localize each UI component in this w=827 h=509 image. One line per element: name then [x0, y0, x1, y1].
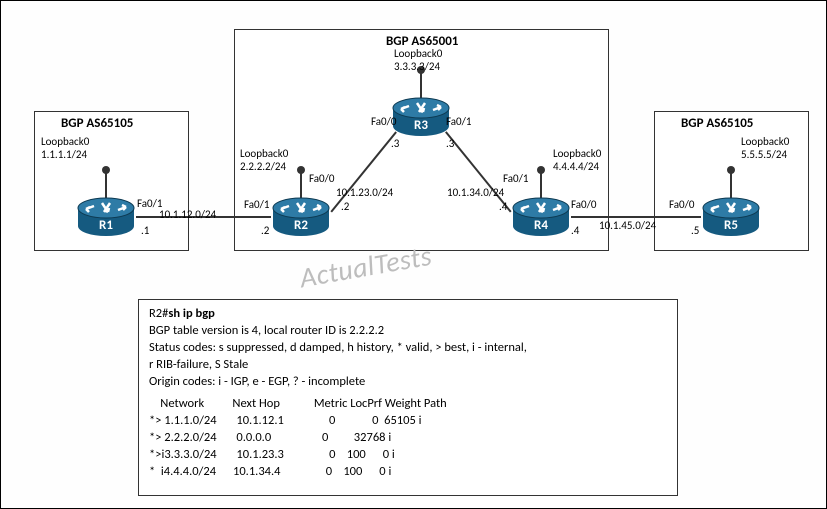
interface-label: Fa0/0: [669, 199, 694, 212]
network-link: [571, 216, 701, 218]
interface-label: .4: [499, 201, 507, 214]
cli-table-row: *> 2.2.2.0/24 0.0.0.0 0 32768 i: [149, 430, 667, 447]
interface-label: Fa0/0: [571, 199, 596, 212]
subnet-label: 10.1.45.0/24: [599, 220, 656, 233]
router-label: R4: [511, 218, 571, 233]
loopback-dot-icon: [727, 166, 735, 174]
interface-label: Fa0/1: [244, 199, 269, 212]
interface-label: .4: [571, 225, 579, 238]
cli-table-row: *> 1.1.1.0/24 10.1.12.1 0 0 65105 i: [149, 413, 667, 430]
loopback-dot-icon: [102, 166, 110, 174]
cli-line: Status codes: s suppressed, d damped, h …: [149, 340, 667, 357]
router-label: R5: [701, 218, 761, 233]
cli-line: r RIB-failure, S Stale: [149, 357, 667, 374]
cli-line: BGP table version is 4, local router ID …: [149, 323, 667, 340]
interface-label: .3: [446, 138, 454, 151]
cli-table-header: Network Next Hop Metric LocPrf Weight Pa…: [149, 396, 667, 413]
loopback-line: [420, 71, 422, 99]
interface-label: Fa0/1: [503, 173, 528, 186]
loopback-label: Loopback03.3.3.3/24: [394, 48, 442, 73]
loopback-label: Loopback04.4.4.4/24: [553, 148, 601, 173]
interface-label: Fa0/1: [137, 198, 162, 211]
loopback-line: [105, 171, 107, 199]
router-label: R2: [271, 218, 331, 233]
interface-label: .1: [141, 225, 149, 238]
loopback-line: [540, 171, 542, 199]
cli-output-box: R2#sh ip bgp BGP table version is 4, loc…: [138, 299, 678, 496]
loopback-dot-icon: [297, 166, 305, 174]
cli-table-row: *>i3.3.3.0/24 10.1.23.3 0 100 0 i: [149, 447, 667, 464]
loopback-label: Loopback02.2.2.2/24: [240, 148, 288, 173]
loopback-label: Loopback01.1.1.1/24: [41, 136, 89, 161]
cli-command: sh ip bgp: [168, 306, 214, 321]
loopback-line: [730, 171, 732, 199]
loopback-line: [300, 171, 302, 199]
cli-prompt: R2#: [149, 306, 168, 321]
subnet-label: 10.1.12.0/24: [159, 209, 216, 222]
cli-table-row: * i4.4.4.0/24 10.1.34.4 0 100 0 i: [149, 464, 667, 481]
interface-label: .2: [341, 201, 349, 214]
interface-label: Fa0/0: [309, 173, 334, 186]
loopback-label: Loopback05.5.5.5/24: [741, 136, 789, 161]
router-label: R3: [391, 118, 451, 133]
interface-label: .2: [261, 225, 269, 238]
as-label-right: BGP AS65105: [681, 116, 753, 131]
cli-line: Origin codes: i - IGP, e - EGP, ? - inco…: [149, 374, 667, 391]
router-label: R1: [76, 218, 136, 233]
loopback-dot-icon: [537, 166, 545, 174]
subnet-label: 10.1.23.0/24: [336, 187, 393, 200]
interface-label: Fa0/1: [446, 116, 471, 129]
interface-label: .5: [691, 225, 699, 238]
as-label-left: BGP AS65105: [61, 116, 133, 131]
interface-label: Fa0/0: [371, 116, 396, 129]
interface-label: .3: [391, 138, 399, 151]
subnet-label: 10.1.34.0/24: [447, 187, 504, 200]
